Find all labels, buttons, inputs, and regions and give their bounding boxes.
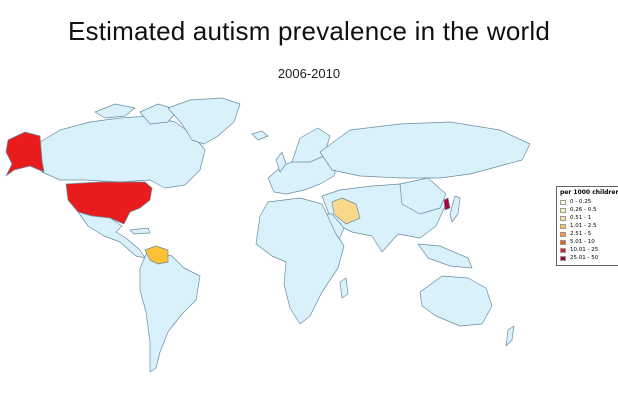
scandinavia xyxy=(291,127,331,163)
cuba xyxy=(129,227,151,235)
australia xyxy=(419,275,493,327)
legend-item: 0.51 - 1 xyxy=(560,214,618,222)
legend-swatch xyxy=(560,223,566,229)
china xyxy=(399,177,447,215)
legend-item: 0.26 - 0.5 xyxy=(560,206,618,214)
world-map xyxy=(5,97,531,373)
arctic-islands xyxy=(94,103,136,119)
legend-label: 0 - 0.25 xyxy=(570,199,592,205)
japan xyxy=(449,195,461,223)
legend-label: 5.01 - 10 xyxy=(570,239,595,245)
europe xyxy=(267,155,339,195)
alaska xyxy=(5,131,45,177)
legend-item: 0 - 0.25 xyxy=(560,198,618,206)
legend-item: 5.01 - 10 xyxy=(560,238,618,246)
iceland xyxy=(251,130,269,141)
legend-label: 0.26 - 0.5 xyxy=(570,207,597,213)
legend-label: 2.51 - 5 xyxy=(570,231,592,237)
legend-swatch xyxy=(560,247,566,253)
uk xyxy=(275,151,287,173)
madagascar xyxy=(339,277,349,299)
legend: per 1000 children 0 - 0.25 0.26 - 0.5 0.51… xyxy=(556,186,618,266)
legend-swatch xyxy=(560,231,566,237)
legend-label: 0.51 - 1 xyxy=(570,215,592,221)
legend-swatch xyxy=(560,207,566,213)
legend-title: per 1000 children xyxy=(560,189,618,196)
legend-label: 10.01 - 25 xyxy=(570,247,599,253)
legend-item: 10.01 - 25 xyxy=(560,246,618,254)
legend-label: 25.01 - 50 xyxy=(570,255,599,261)
new-zealand xyxy=(505,325,515,347)
russia xyxy=(319,121,531,179)
legend-swatch xyxy=(560,215,566,221)
map-subtitle: 2006-2010 xyxy=(277,66,341,81)
legend-item: 2.51 - 5 xyxy=(560,230,618,238)
map-title: Estimated autism prevalence in the world xyxy=(67,16,550,46)
legend-swatch xyxy=(560,239,566,245)
iran xyxy=(331,197,361,225)
legend-item: 25.01 - 50 xyxy=(560,254,618,262)
legend-swatch xyxy=(560,255,566,261)
south-korea xyxy=(443,197,451,211)
venezuela xyxy=(144,245,169,265)
mexico-central-america xyxy=(77,211,146,259)
legend-label: 1.01 - 2.5 xyxy=(570,223,597,229)
greenland xyxy=(167,97,241,145)
southeast-asia-islands xyxy=(417,243,473,269)
canada xyxy=(39,115,206,189)
south-america xyxy=(139,249,201,373)
legend-swatch xyxy=(560,199,566,205)
legend-item: 1.01 - 2.5 xyxy=(560,222,618,230)
africa xyxy=(255,197,345,325)
